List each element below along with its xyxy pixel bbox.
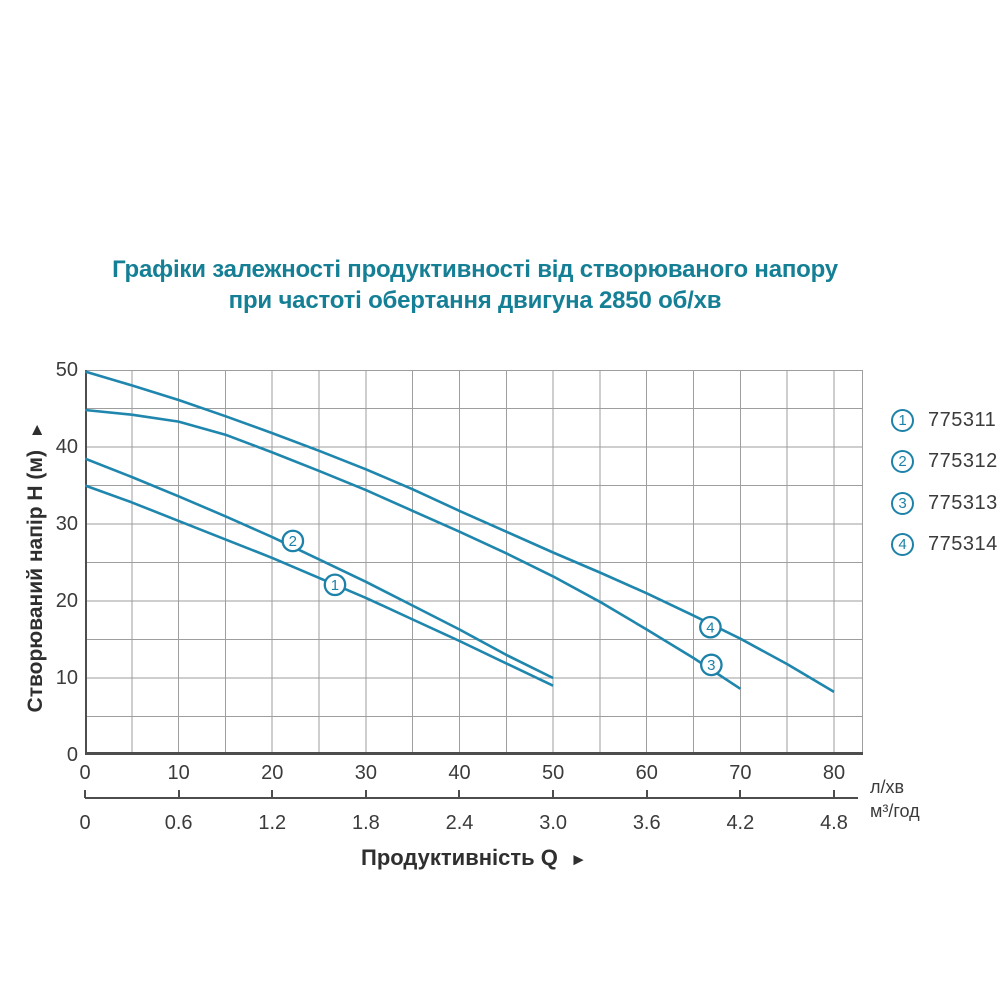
curve-marker-1 — [323, 573, 347, 597]
y-tick-label: 50 — [55, 359, 78, 381]
y-tick-label: 10 — [55, 667, 78, 689]
x-tick-label-m3h: 0.6 — [164, 812, 193, 834]
x-tick-label-m3h: 3.0 — [539, 812, 568, 834]
legend-item-775314: 4 775314 — [891, 533, 998, 556]
secondary-axis-tick — [84, 790, 86, 798]
curve-marker-label-4: 4 — [706, 619, 714, 636]
unit-m3h: м³/год — [870, 801, 920, 821]
x-axis-title: Продуктивність Q ► — [85, 845, 863, 871]
secondary-axis-tick — [364, 790, 367, 798]
curve-775313 — [85, 408, 742, 690]
x-tick-label-m3h: 3.6 — [632, 812, 661, 834]
x-tick-label-m3h: 4.2 — [726, 812, 755, 834]
curve-marker-4 — [699, 615, 722, 639]
unit-lmin: л/хв — [870, 777, 905, 797]
x-axis-title-text: Продуктивність Q — [361, 845, 558, 870]
secondary-axis-tick — [739, 790, 742, 798]
curve-marker-label-3: 3 — [707, 657, 715, 674]
y-tick-label: 20 — [55, 590, 78, 612]
legend-marker-1: 1 — [891, 409, 914, 432]
x-tick-label-lmin: 20 — [261, 762, 284, 784]
x-tick-label-lmin: 30 — [354, 762, 377, 784]
curve-marker-label-1: 1 — [331, 577, 339, 594]
page-title: Графіки залежності продуктивності від ст… — [0, 254, 950, 316]
x-tick-label-lmin: 50 — [541, 762, 565, 784]
x-tick-label-m3h: 1.2 — [258, 812, 287, 834]
page-title-line1: Графіки залежності продуктивності від ст… — [112, 256, 838, 283]
legend-item-775313: 3 775313 — [891, 492, 998, 515]
x-tick-label-lmin: 40 — [448, 762, 471, 784]
secondary-axis-tick — [645, 790, 648, 798]
x-tick-label-lmin: 0 — [79, 762, 91, 784]
legend-label-775311: 775311 — [928, 409, 997, 431]
page-title-line2: при частоті обертання двигуна 2850 об/хв — [228, 287, 722, 314]
legend-item-775312: 2 775312 — [891, 450, 998, 473]
legend-item-775311: 1 775311 — [891, 409, 996, 432]
secondary-axis-tick — [832, 790, 835, 798]
secondary-axis-tick — [271, 790, 274, 798]
x-tick-label-lmin: 60 — [635, 762, 658, 784]
secondary-axis-tick — [552, 790, 555, 798]
up-arrow-icon: ► — [27, 421, 46, 439]
legend-label-775314: 775314 — [928, 533, 998, 555]
secondary-axis-tick — [458, 790, 461, 798]
legend-label-775313: 775313 — [928, 492, 998, 514]
secondary-axis-tick — [177, 790, 180, 798]
x-tick-label-lmin: 10 — [167, 762, 190, 784]
curve-marker-2 — [281, 529, 305, 553]
legend-marker-3: 3 — [891, 492, 914, 515]
legend-label-775312: 775312 — [928, 450, 998, 472]
legend-marker-2: 2 — [891, 450, 914, 473]
legend-marker-4: 4 — [891, 533, 914, 556]
curve-marker-3 — [699, 653, 723, 677]
x-tick-label-m3h: 2.4 — [445, 812, 474, 834]
y-tick-label: 0 — [66, 744, 78, 766]
y-axis-line — [85, 370, 87, 755]
plot-svg: 1 2 3 4 — [85, 370, 863, 755]
y-tick-label: 40 — [55, 436, 78, 458]
x-tick-label-m3h: 0 — [79, 812, 91, 834]
y-tick-label: 30 — [55, 513, 78, 535]
x-tick-label-lmin: 80 — [822, 762, 846, 784]
right-arrow-icon: ► — [570, 850, 587, 869]
x-tick-label-m3h: 1.8 — [351, 812, 380, 834]
curve-marker-label-2: 2 — [289, 533, 297, 550]
x-tick-label-lmin: 70 — [729, 762, 752, 784]
x-axis-line — [85, 752, 863, 755]
secondary-x-axis — [85, 797, 858, 799]
curve-775312 — [85, 457, 554, 680]
x-tick-label-m3h: 4.8 — [820, 812, 848, 834]
curve-775311 — [85, 484, 554, 687]
